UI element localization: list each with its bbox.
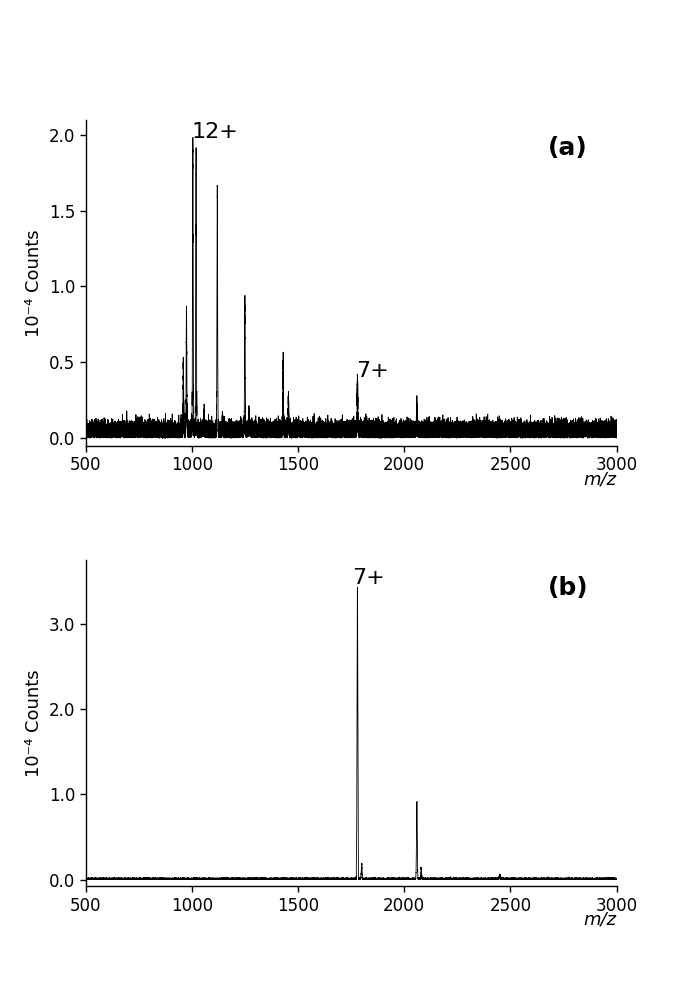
Y-axis label: 10⁻⁴ Counts: 10⁻⁴ Counts xyxy=(25,229,43,337)
Text: 7+: 7+ xyxy=(356,361,389,380)
Text: (b): (b) xyxy=(547,577,588,601)
Y-axis label: 10⁻⁴ Counts: 10⁻⁴ Counts xyxy=(25,669,43,777)
Text: m/z: m/z xyxy=(584,470,616,488)
Text: 12+: 12+ xyxy=(192,123,238,142)
Text: m/z: m/z xyxy=(584,911,616,929)
Text: 7+: 7+ xyxy=(352,568,385,589)
Text: (a): (a) xyxy=(547,135,587,159)
